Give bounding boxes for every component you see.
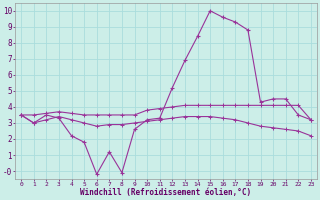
X-axis label: Windchill (Refroidissement éolien,°C): Windchill (Refroidissement éolien,°C) — [80, 188, 252, 197]
